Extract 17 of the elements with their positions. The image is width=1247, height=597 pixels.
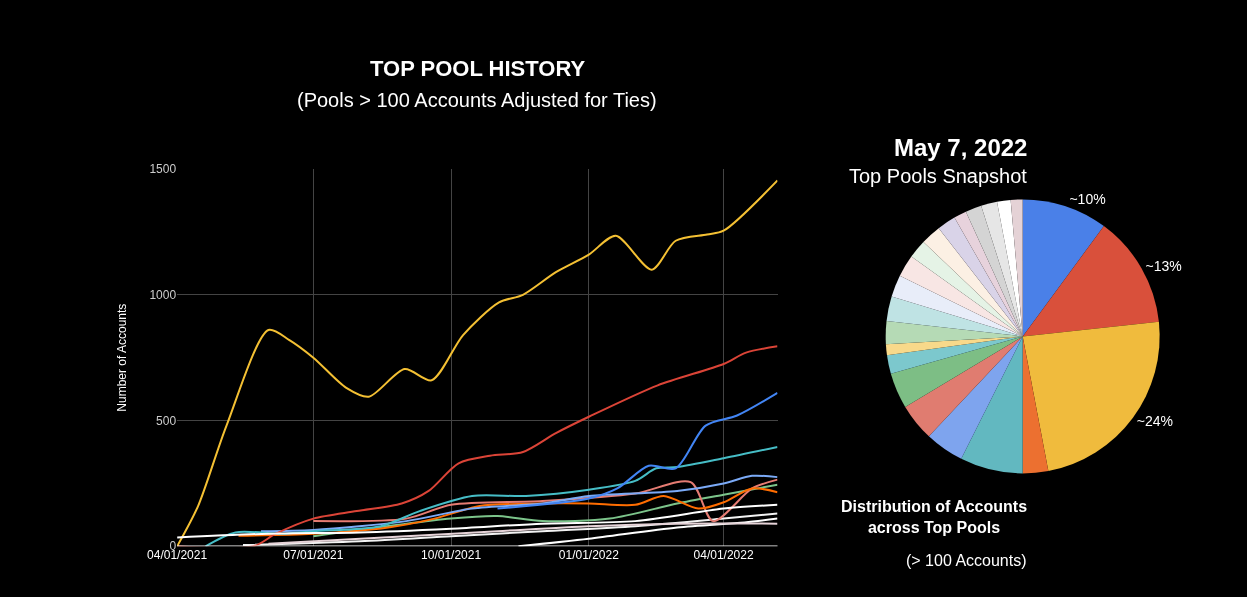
- x-tick-label: 07/01/2021: [283, 548, 344, 563]
- x-tick-label: 01/01/2022: [558, 548, 620, 563]
- chart-title: May 7, 2022: [894, 134, 1028, 161]
- data-label: ~13%: [1145, 258, 1182, 275]
- y-tick-label: 1500: [149, 162, 177, 177]
- chart-subtitle: (Pools > 100 Accounts Adjusted for Ties): [297, 89, 657, 111]
- y-axis-title: Number of Accounts: [114, 303, 129, 412]
- y-tick-label: 500: [156, 413, 177, 428]
- text: Distribution of Accounts across Top Pools: [841, 498, 1028, 536]
- x-tick-label: 10/01/2021: [421, 548, 482, 563]
- data-label: ~24%: [1136, 412, 1173, 429]
- chart-subtitle: Top Pools Snapshot: [849, 165, 1028, 187]
- text: (> 100 Accounts): [906, 552, 1027, 569]
- chart-title: TOP POOL HISTORY: [370, 56, 586, 81]
- data-label: ~10%: [1069, 191, 1106, 208]
- y-tick-label: 1000: [149, 288, 177, 302]
- x-tick-label: 04/01/2022: [693, 548, 754, 563]
